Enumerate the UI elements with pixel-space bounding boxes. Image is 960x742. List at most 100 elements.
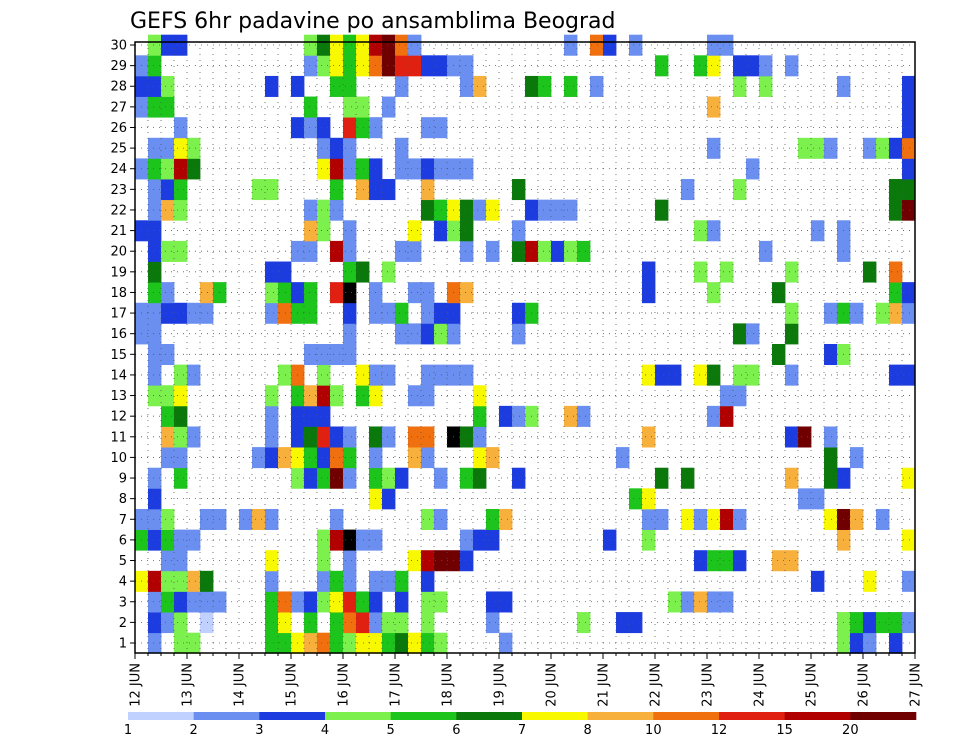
heatmap-cell [850, 447, 864, 469]
colorbar-label: 20 [842, 723, 859, 738]
heatmap-cell [148, 302, 162, 324]
heatmap-cell [902, 529, 916, 551]
heatmap-cell [421, 199, 435, 221]
heatmap-cell [174, 117, 188, 139]
heatmap-cell [343, 529, 357, 551]
heatmap-cell [434, 364, 448, 386]
heatmap-cell [902, 158, 916, 180]
heatmap-cell [408, 158, 422, 180]
heatmap-cell [304, 220, 318, 242]
heatmap-cell [785, 550, 799, 572]
heatmap-cell [395, 302, 409, 324]
y-tick-label: 21 [110, 224, 127, 239]
heatmap-cell [278, 364, 292, 386]
heatmap-cell [707, 220, 721, 242]
heatmap-cell [161, 591, 175, 613]
heatmap-cell [317, 529, 331, 551]
heatmap-cell [330, 529, 344, 551]
heatmap-cell [902, 117, 916, 139]
heatmap-cell [161, 158, 175, 180]
heatmap-cell [161, 385, 175, 407]
heatmap-cell [434, 220, 448, 242]
heatmap-cell [434, 55, 448, 77]
heatmap-cell [343, 550, 357, 572]
heatmap-cell [200, 508, 214, 530]
heatmap-cell [655, 55, 669, 77]
heatmap-cell [798, 137, 812, 159]
heatmap-cell [850, 508, 864, 530]
y-tick-label: 9 [119, 472, 127, 487]
y-tick-label: 10 [110, 451, 127, 466]
heatmap-cell [902, 96, 916, 118]
heatmap-cell [889, 179, 903, 201]
heatmap-cell [200, 570, 214, 592]
heatmap-cell [720, 591, 734, 613]
heatmap-cell [356, 55, 370, 77]
heatmap-cell [668, 364, 682, 386]
y-tick-label: 29 [110, 59, 127, 74]
heatmap-cell [421, 55, 435, 77]
heatmap-cell [408, 323, 422, 345]
heatmap-cell [460, 199, 474, 221]
heatmap-cell [161, 282, 175, 304]
heatmap-cell [174, 137, 188, 159]
heatmap-cell [408, 426, 422, 448]
heatmap-cell [512, 323, 526, 345]
heatmap-cell [161, 508, 175, 530]
heatmap-cell [174, 570, 188, 592]
heatmap-cell [460, 550, 474, 572]
heatmap-cell [174, 405, 188, 427]
heatmap-cell [746, 323, 760, 345]
heatmap-cell [538, 240, 552, 262]
heatmap-cell [200, 302, 214, 324]
heatmap-cell [148, 96, 162, 118]
heatmap-cell [733, 55, 747, 77]
heatmap-cell [395, 570, 409, 592]
heatmap-cell [187, 570, 201, 592]
y-tick-label: 26 [110, 121, 127, 136]
heatmap-cell [512, 467, 526, 489]
x-tick-label: 24 JUN [753, 663, 768, 707]
heatmap-cell [629, 34, 643, 56]
heatmap-cell [785, 323, 799, 345]
heatmap-cell [148, 529, 162, 551]
heatmap-cell [876, 302, 890, 324]
heatmap-cell [304, 591, 318, 613]
heatmap-cell [343, 323, 357, 345]
heatmap-cell [148, 34, 162, 56]
heatmap-cell [317, 632, 331, 654]
heatmap-cell [616, 447, 630, 469]
heatmap-cell [304, 344, 318, 366]
heatmap-cell [889, 302, 903, 324]
heatmap-cell [161, 75, 175, 97]
heatmap-cell [148, 137, 162, 159]
heatmap-cell [356, 612, 370, 634]
heatmap-cell [772, 344, 786, 366]
x-tick-label: 22 JUN [649, 663, 664, 707]
heatmap-cell [174, 447, 188, 469]
x-tick-label: 21 JUN [597, 663, 612, 707]
heatmap-cell [460, 282, 474, 304]
heatmap-cell [317, 385, 331, 407]
heatmap-cell [889, 364, 903, 386]
heatmap-cell [616, 612, 630, 634]
y-tick-label: 25 [110, 142, 127, 157]
heatmap-cell [317, 550, 331, 572]
heatmap-cell [408, 34, 422, 56]
heatmap-cell [161, 344, 175, 366]
colorbar-swatch [719, 712, 785, 720]
heatmap-cell [343, 302, 357, 324]
x-tick-label: 17 JUN [389, 663, 404, 707]
heatmap-cell [460, 75, 474, 97]
colorbar-label: 7 [518, 723, 526, 738]
heatmap-cell [642, 426, 656, 448]
colorbar-label: 15 [776, 723, 793, 738]
heatmap-cell [356, 117, 370, 139]
heatmap-cell [343, 426, 357, 448]
heatmap-cell [148, 75, 162, 97]
y-tick-label: 11 [110, 430, 127, 445]
heatmap-cell [889, 282, 903, 304]
heatmap-cell [824, 137, 838, 159]
heatmap-cell [382, 34, 396, 56]
heatmap-cell [577, 612, 591, 634]
